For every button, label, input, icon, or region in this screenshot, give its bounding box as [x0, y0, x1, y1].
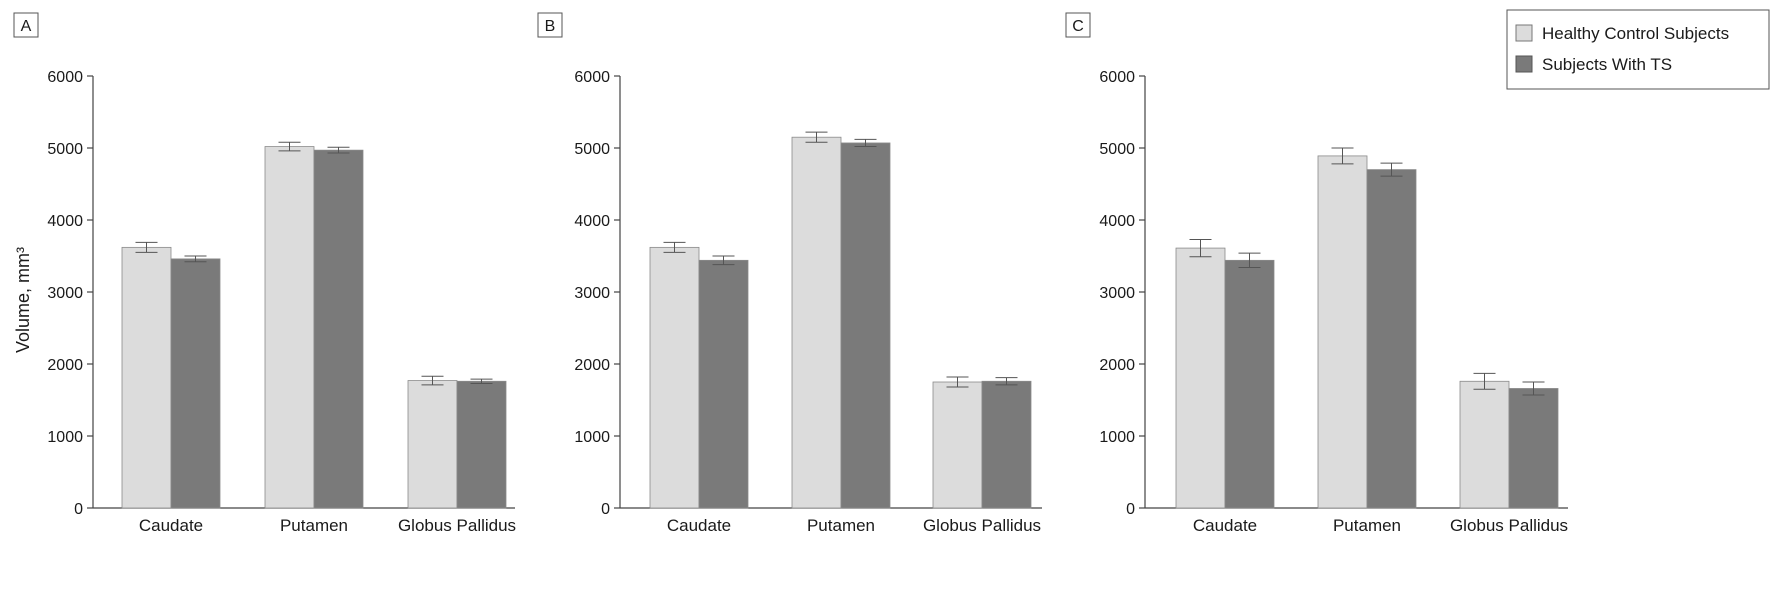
error-bar [184, 255, 207, 263]
legend-frame [1506, 9, 1770, 90]
legend-swatch-ts [1515, 55, 1533, 73]
y-tick-label: 2000 [574, 357, 610, 374]
y-tick-label: 0 [601, 501, 610, 518]
x-tick-label: Caudate [139, 516, 203, 535]
x-tick-label: Globus Pallidus [923, 516, 1041, 535]
y-tick-label: 2000 [47, 357, 83, 374]
y-tick-label: 6000 [47, 69, 83, 86]
legend-swatch-control [1515, 24, 1533, 42]
y-tick-label: 3000 [47, 285, 83, 302]
panel-letter: C [1072, 18, 1084, 35]
bar-putamen-ts [313, 149, 364, 509]
error-bar [995, 377, 1018, 386]
y-tick-label: 4000 [47, 213, 83, 230]
error-bar [805, 131, 828, 143]
y-tick-label: 3000 [1099, 285, 1135, 302]
error-bar [1238, 252, 1261, 269]
bar-putamen-control [264, 146, 315, 509]
bar-caudate-control [1175, 247, 1226, 509]
error-bar [327, 146, 350, 154]
y-tick-label: 1000 [1099, 429, 1135, 446]
y-tick-label: 3000 [574, 285, 610, 302]
x-tick-label: Putamen [1333, 516, 1401, 535]
y-tick-label: 4000 [574, 213, 610, 230]
y-tick-label: 5000 [1099, 141, 1135, 158]
error-bar [278, 141, 301, 152]
x-tick-label: Caudate [667, 516, 731, 535]
bar-globus-pallidus-ts [456, 380, 507, 509]
y-tick-label: 1000 [47, 429, 83, 446]
bar-globus-pallidus-control [1459, 380, 1510, 509]
error-bar [1189, 238, 1212, 258]
error-bar [470, 378, 493, 384]
bar-caudate-ts [698, 259, 749, 509]
bar-caudate-control [121, 246, 172, 509]
error-bar [135, 241, 158, 253]
bar-caudate-control [649, 246, 700, 509]
bar-globus-pallidus-ts [1508, 388, 1559, 509]
x-tick-label: Putamen [807, 516, 875, 535]
panel-letter: B [545, 18, 556, 35]
panel-letter: A [21, 18, 32, 35]
error-bar [854, 138, 877, 148]
bar-globus-pallidus-control [407, 380, 458, 509]
bar-putamen-ts [840, 142, 891, 509]
y-axis-label: Volume, mm³ [13, 247, 33, 353]
x-tick-label: Globus Pallidus [398, 516, 516, 535]
y-tick-label: 5000 [47, 141, 83, 158]
y-tick-label: 2000 [1099, 357, 1135, 374]
error-bar [946, 376, 969, 388]
bar-caudate-ts [1224, 259, 1275, 509]
bar-caudate-ts [170, 258, 221, 509]
panel-letter-box [1065, 12, 1091, 38]
x-tick-label: Caudate [1193, 516, 1257, 535]
y-tick-label: 0 [74, 501, 83, 518]
error-bar [421, 375, 444, 386]
error-bar [1473, 372, 1496, 390]
bar-putamen-ts [1366, 169, 1417, 509]
bar-putamen-control [1317, 155, 1368, 509]
y-tick-label: 6000 [574, 69, 610, 86]
panel-a: A 0 1000 2000 3000 4000 5000 6000 Caudate Putamen… [13, 12, 516, 535]
panel-c: C 0 1000 2000 3000 4000 5000 6000 Caudate Putamen… [1065, 12, 1568, 535]
error-bar [712, 255, 735, 266]
panels: A 0 1000 2000 3000 4000 5000 6000 Caudate Putamen… [13, 12, 1568, 535]
x-tick-label: Globus Pallidus [1450, 516, 1568, 535]
panel-b: B 0 1000 2000 3000 4000 5000 6000 Caudate Putamen… [537, 12, 1042, 535]
panel-letter-box [13, 12, 39, 38]
legend-label-ts: Subjects With TS [1542, 55, 1672, 74]
y-tick-label: 5000 [574, 141, 610, 158]
legend: Healthy Control Subjects Subjects With T… [1506, 9, 1770, 90]
error-bar [1331, 147, 1354, 165]
x-tick-label: Putamen [280, 516, 348, 535]
y-tick-label: 1000 [574, 429, 610, 446]
y-tick-label: 6000 [1099, 69, 1135, 86]
y-tick-label: 4000 [1099, 213, 1135, 230]
legend-label-control: Healthy Control Subjects [1542, 24, 1729, 43]
panel-letter-box [537, 12, 563, 38]
error-bar [663, 241, 686, 253]
y-tick-label: 0 [1126, 501, 1135, 518]
error-bar [1380, 162, 1403, 177]
bar-putamen-control [791, 136, 842, 509]
error-bar [1522, 381, 1545, 396]
bar-globus-pallidus-control [932, 381, 983, 509]
bar-globus-pallidus-ts [981, 380, 1032, 509]
